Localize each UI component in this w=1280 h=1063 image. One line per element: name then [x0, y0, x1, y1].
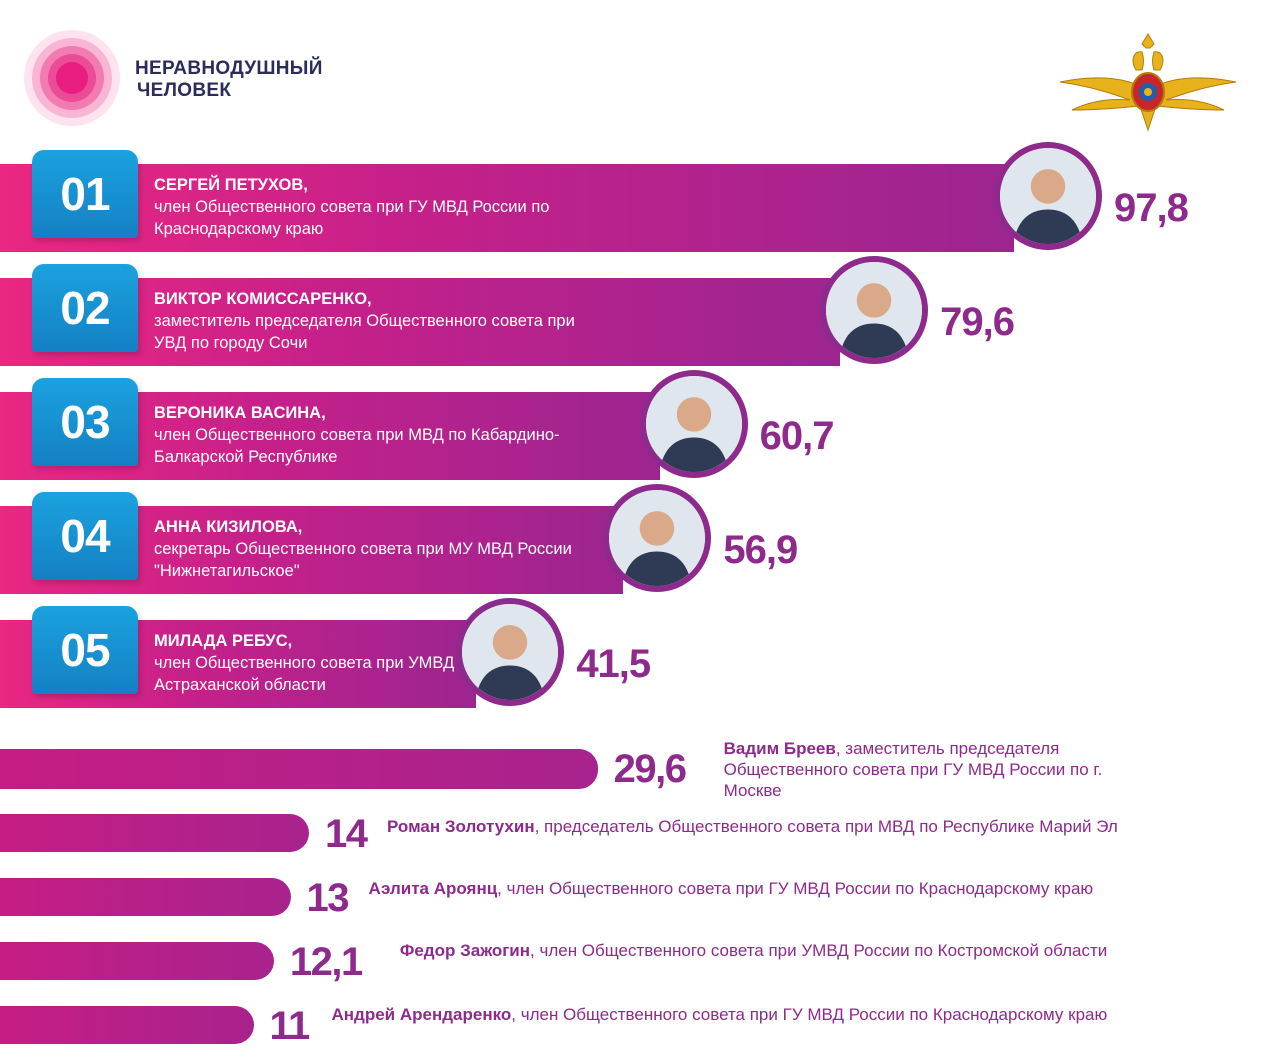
person-role: член Общественного совета при МВД по Каб… — [154, 426, 560, 466]
person-name: АННА КИЗИЛОВА, — [154, 518, 303, 536]
person-name: СЕРГЕЙ ПЕТУХОВ, — [154, 176, 308, 194]
person-info: ВЕРОНИКА ВАСИНА, член Общественного совет… — [154, 402, 594, 468]
ranking-bar — [0, 749, 598, 789]
rank-number: 01 — [60, 168, 110, 220]
person-role: заместитель председателя Общественного с… — [154, 312, 575, 352]
rank-number: 04 — [60, 510, 110, 562]
person-name: Вадим Бреев — [723, 739, 836, 758]
rank-tab: 05 — [32, 606, 138, 694]
ranking-bar — [0, 278, 841, 366]
mvd-emblem-icon — [1059, 33, 1237, 132]
value-label: 97,8 — [1113, 186, 1189, 230]
sergey-petukhov-photo — [993, 142, 1102, 250]
person-name: ВЕРОНИКА ВАСИНА, — [154, 404, 326, 422]
person-description: Андрей Арендаренко, член Общественного с… — [332, 1004, 1141, 1025]
brand-line1: НЕРАВНОДУШНЫЙ — [135, 58, 323, 79]
value-label: 12,1 — [289, 940, 363, 984]
value-label: 29,6 — [613, 747, 687, 791]
person-description: Аэлита Ароянц, член Общественного совета… — [369, 878, 1141, 899]
person-name: Андрей Арендаренко — [331, 1005, 512, 1024]
person-role: , член Общественного совета при УМВД Рос… — [530, 941, 1108, 960]
person-role: секретарь Общественного совета при МУ МВ… — [154, 540, 572, 580]
person-info: ВИКТОР КОМИССАРЕНКО, заместитель председа… — [154, 288, 594, 354]
ranking-bar — [0, 1006, 254, 1044]
person-name: Федор Зажогин — [399, 941, 531, 960]
person-name: Аэлита Ароянц — [368, 879, 498, 898]
value-label: 13 — [306, 876, 350, 920]
anna-kizilova-photo — [603, 484, 712, 592]
person-name: ВИКТОР КОМИССАРЕНКО, — [154, 290, 372, 308]
value-label: 79,6 — [940, 300, 1015, 344]
rank-tab: 01 — [32, 150, 138, 238]
rank-tab: 02 — [32, 264, 138, 352]
veronika-vasina-photo — [639, 370, 748, 478]
person-info: АННА КИЗИЛОВА, секретарь Общественного со… — [154, 516, 594, 582]
person-name: Роман Золотухин — [387, 817, 535, 836]
person-info: СЕРГЕЙ ПЕТУХОВ, член Общественного совета… — [154, 174, 594, 240]
rank-tab: 04 — [32, 492, 138, 580]
ranking-bar — [0, 164, 1014, 252]
ranking-bar — [0, 814, 309, 852]
person-role: , член Общественного совета при ГУ МВД Р… — [511, 1005, 1108, 1024]
person-info: МИЛАДА РЕБУС, член Общественного совета п… — [154, 630, 594, 696]
value-label: 56,9 — [723, 528, 798, 572]
person-role: , член Общественного совета при ГУ МВД Р… — [497, 879, 1094, 898]
person-role: член Общественного совета при УМВД Росси… — [154, 654, 536, 694]
person-description: Роман Золотухин, председатель Общественн… — [387, 816, 1140, 837]
viktor-komissarenko-photo — [820, 256, 929, 364]
ranking-bar — [0, 878, 291, 916]
ranking-bar — [0, 942, 274, 980]
value-label: 11 — [269, 1004, 311, 1048]
value-label: 14 — [325, 812, 368, 856]
person-description: Федор Зажогин, член Общественного совета… — [400, 940, 1140, 961]
brand-name: НЕРАВНОДУШНЫЙ ЧЕЛОВЕК — [135, 58, 323, 102]
rank-number: 03 — [60, 396, 110, 448]
rank-number: 02 — [60, 282, 110, 334]
brand-line2: ЧЕЛОВЕК — [137, 80, 232, 101]
person-name: МИЛАДА РЕБУС, — [154, 632, 293, 650]
person-role: , председатель Общественного совета при … — [534, 817, 1118, 836]
rank-tab: 03 — [32, 378, 138, 466]
rank-number: 05 — [60, 624, 110, 676]
value-label: 41,5 — [576, 642, 651, 686]
person-description: Вадим Бреев, заместитель председателя Об… — [724, 738, 1140, 801]
person-role: , заместитель председателя Общественного… — [723, 739, 1103, 800]
person-role: член Общественного совета при ГУ МВД Рос… — [154, 198, 550, 238]
milada-rebus-photo — [456, 598, 565, 706]
brand-logo-icon — [24, 30, 120, 126]
value-label: 60,7 — [759, 414, 835, 458]
